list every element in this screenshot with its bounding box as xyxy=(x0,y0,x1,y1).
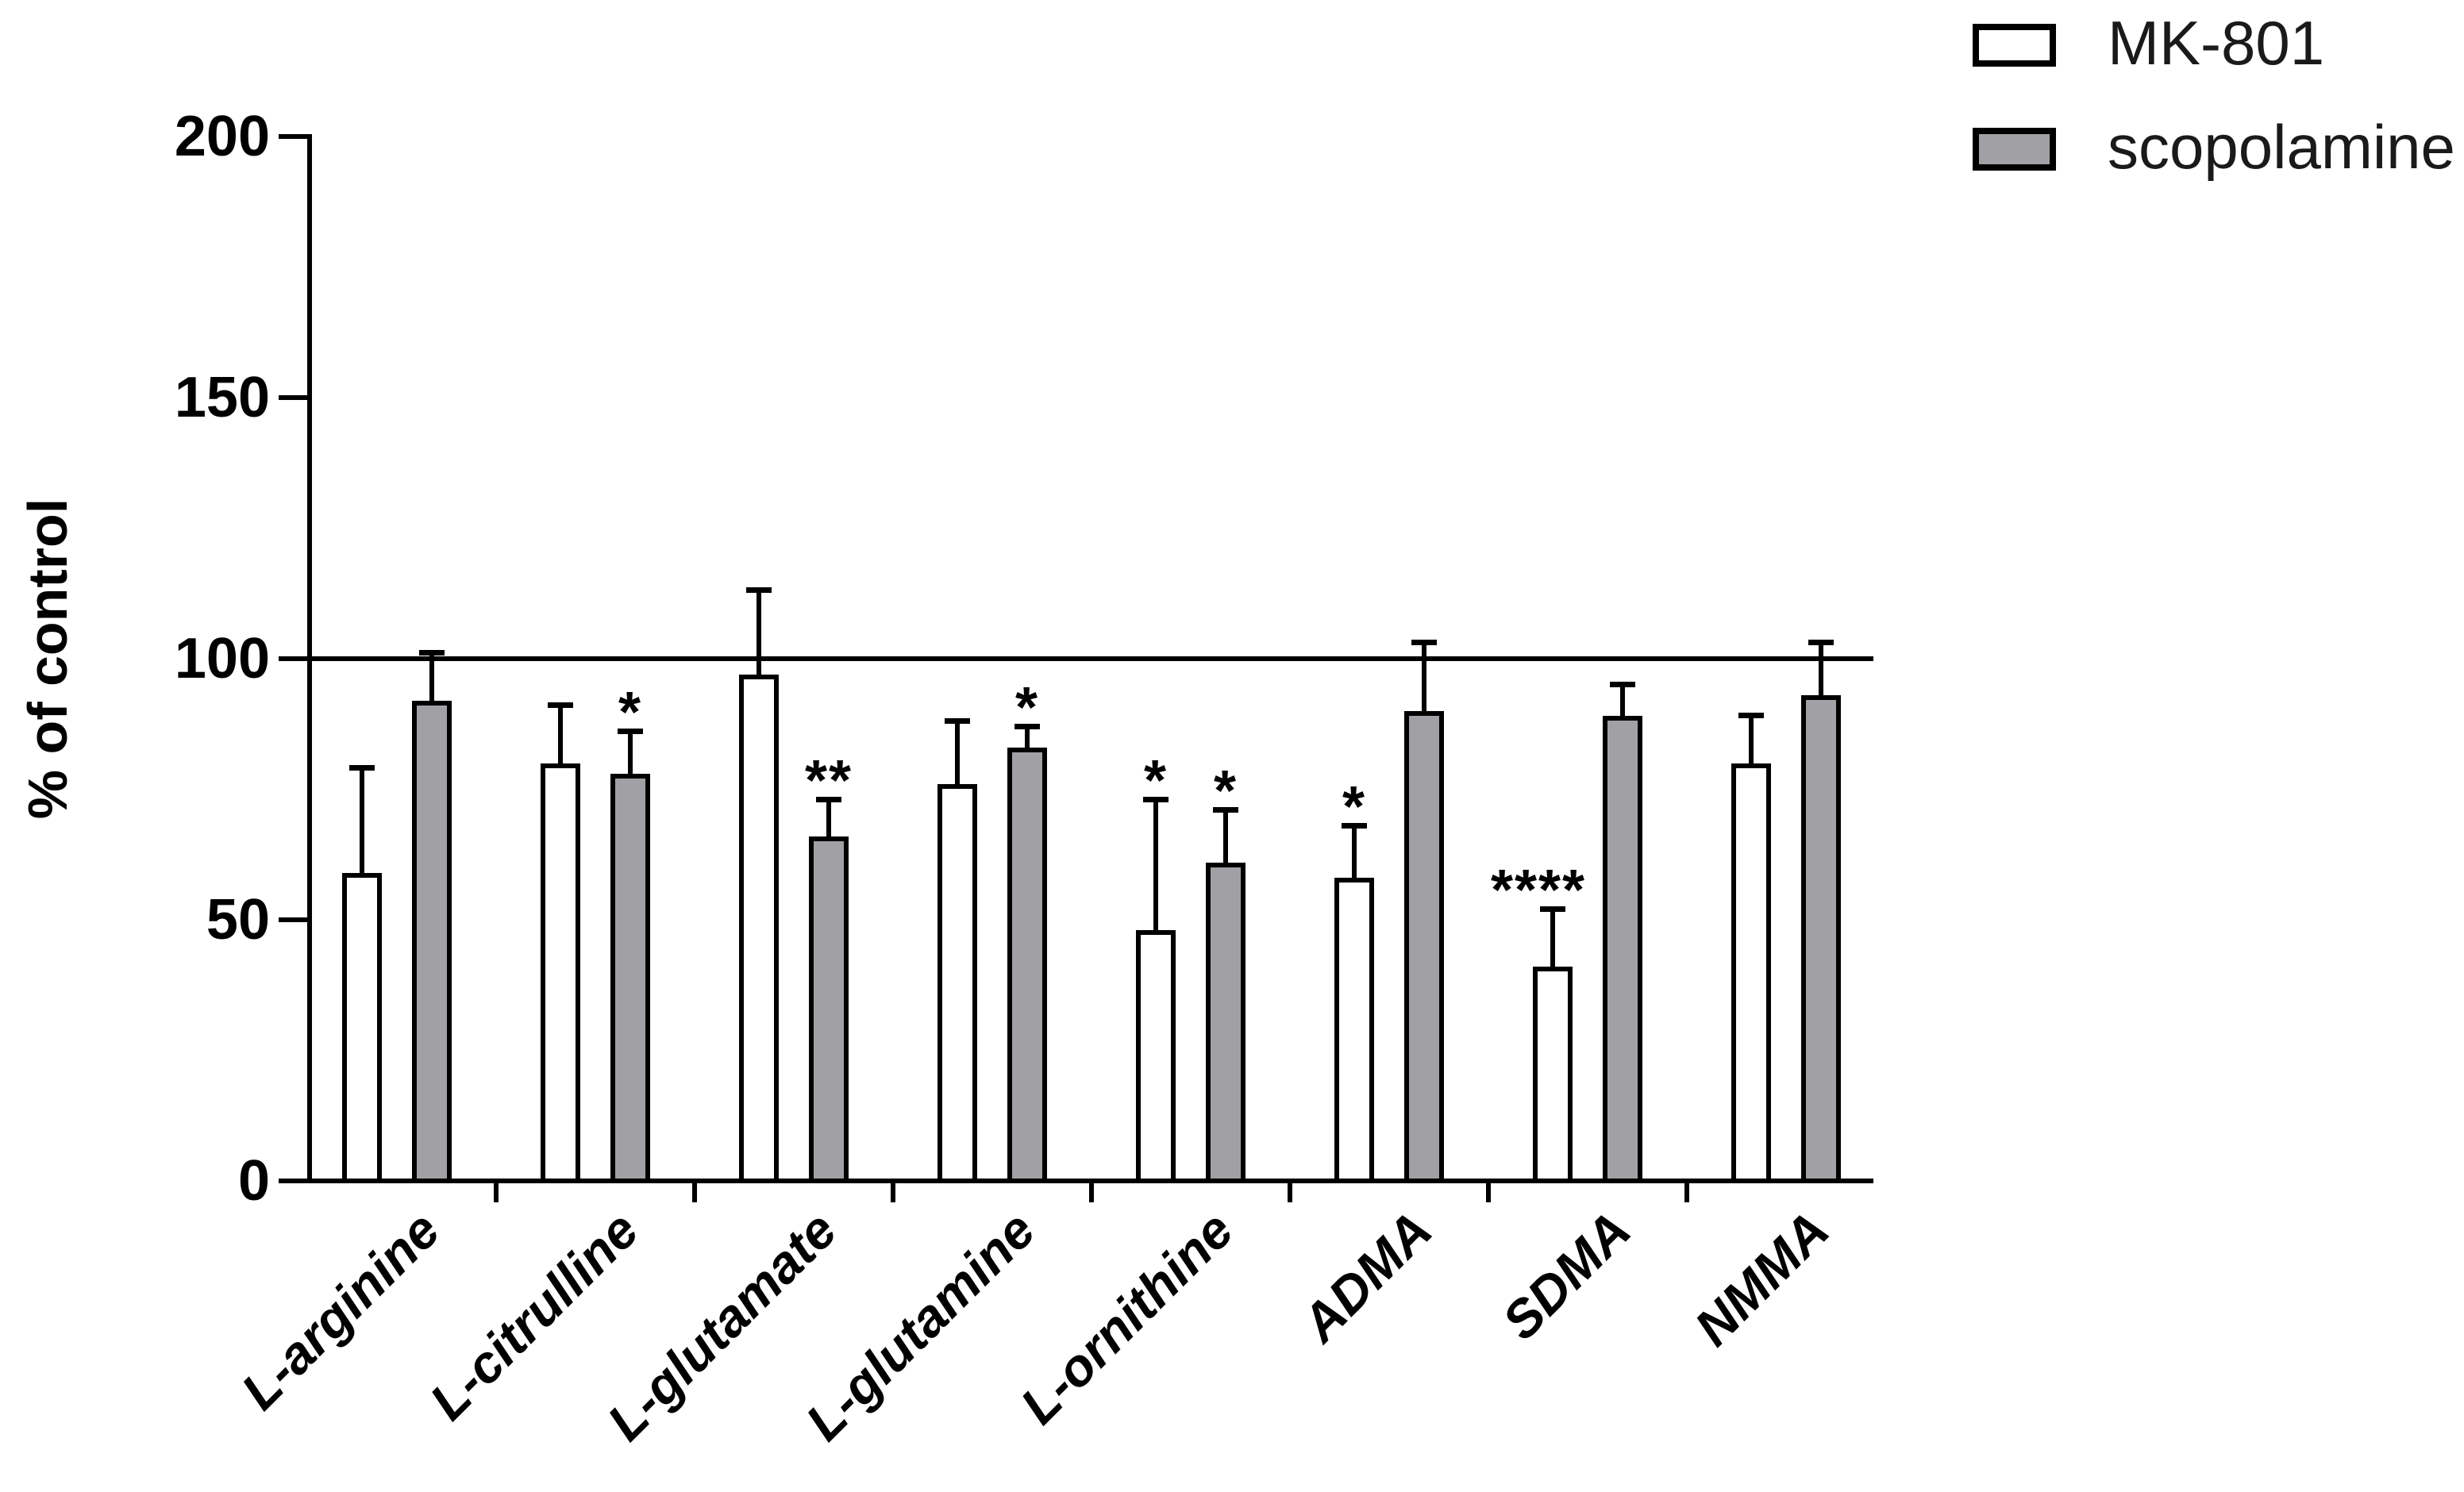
legend-swatch-mk801 xyxy=(1973,24,2056,67)
bar-mk-801-sdma xyxy=(1533,967,1573,1183)
significance-marker: * xyxy=(618,681,643,745)
bar-mk-801-l-glutamate xyxy=(739,674,779,1183)
reference-line-100 xyxy=(310,656,1873,661)
error-bar xyxy=(1749,716,1754,763)
x-axis-tick xyxy=(891,1183,895,1202)
error-bar xyxy=(1025,726,1030,748)
significance-marker: * xyxy=(1213,759,1238,823)
error-bar-cap xyxy=(1342,822,1367,829)
error-bar-cap xyxy=(746,587,772,594)
bar-mk-801-nmma xyxy=(1731,763,1771,1183)
y-tick-label: 0 xyxy=(237,1149,270,1213)
y-axis-tick xyxy=(279,1179,307,1183)
error-bar xyxy=(1153,799,1158,931)
error-bar-cap xyxy=(816,796,841,802)
error-bar xyxy=(955,721,960,784)
legend-swatch-scopolamine xyxy=(1973,128,2056,171)
bar-mk-801-l-glutamine xyxy=(937,783,977,1183)
significance-marker: **** xyxy=(1490,858,1587,922)
x-axis-tick xyxy=(1089,1183,1094,1202)
y-axis-line xyxy=(307,134,312,1183)
significance-marker: * xyxy=(1014,675,1040,740)
error-bar xyxy=(558,706,563,763)
y-axis-tick xyxy=(279,917,307,922)
legend-label-scopolamine: scopolamine xyxy=(2108,111,2455,182)
y-tick-label: 150 xyxy=(174,366,270,429)
bar-mk-801-l-citrulline xyxy=(541,763,580,1183)
x-axis-tick xyxy=(494,1183,499,1202)
x-category-label: SDMA xyxy=(1490,1200,1642,1351)
bar-mk-801-l-ornithine xyxy=(1136,930,1176,1183)
error-bar xyxy=(1819,643,1823,696)
y-tick-label: 100 xyxy=(174,627,270,690)
error-bar-cap xyxy=(1411,640,1437,646)
legend-label-mk801: MK-801 xyxy=(2108,7,2325,78)
x-category-label: NMMA xyxy=(1683,1200,1840,1357)
y-axis-tick xyxy=(279,656,307,661)
error-bar xyxy=(1620,684,1625,717)
error-bar-cap xyxy=(945,717,970,724)
error-bar xyxy=(1422,643,1426,711)
error-bar-cap xyxy=(1540,906,1565,912)
x-category-label: L-arginine xyxy=(229,1200,451,1421)
y-tick-label: 50 xyxy=(206,888,270,952)
error-bar xyxy=(1223,809,1228,863)
error-bar-cap xyxy=(1213,806,1238,813)
significance-marker: ** xyxy=(804,748,853,813)
bar-scopolamine-sdma xyxy=(1603,716,1642,1183)
bar-mk-801-adma xyxy=(1334,878,1374,1183)
significance-marker: * xyxy=(1143,748,1168,813)
y-axis-tick xyxy=(279,134,307,139)
y-tick-label: 200 xyxy=(174,105,270,168)
error-bar-cap xyxy=(1143,796,1168,802)
error-bar-cap xyxy=(1808,640,1834,646)
error-bar-cap xyxy=(548,702,573,709)
bar-scopolamine-nmma xyxy=(1801,695,1841,1183)
x-category-label: L-ornithine xyxy=(1009,1200,1245,1436)
error-bar-cap xyxy=(349,765,375,771)
error-bar xyxy=(757,590,761,675)
significance-marker: * xyxy=(1342,775,1367,839)
error-bar-cap xyxy=(1014,723,1040,729)
bar-scopolamine-l-ornithine xyxy=(1206,862,1245,1183)
error-bar xyxy=(429,653,434,701)
bar-scopolamine-l-glutamate xyxy=(809,836,849,1183)
error-bar xyxy=(628,732,633,774)
x-axis-tick xyxy=(1288,1183,1292,1202)
x-axis-tick xyxy=(692,1183,697,1202)
error-bar xyxy=(1550,909,1555,967)
error-bar xyxy=(1352,825,1357,879)
bar-scopolamine-l-citrulline xyxy=(610,773,650,1183)
x-axis-tick xyxy=(1684,1183,1689,1202)
error-bar-cap xyxy=(1610,681,1635,687)
bar-scopolamine-l-glutamine xyxy=(1007,747,1047,1183)
y-axis-title: % of control xyxy=(17,498,79,820)
error-bar xyxy=(360,768,364,873)
y-axis-tick xyxy=(279,395,307,400)
error-bar-cap xyxy=(1738,713,1764,719)
x-axis-line xyxy=(307,1179,1873,1183)
error-bar-cap xyxy=(419,650,445,656)
error-bar xyxy=(826,799,831,836)
error-bar-cap xyxy=(618,729,643,735)
bar-scopolamine-l-arginine xyxy=(412,700,452,1183)
bar-scopolamine-adma xyxy=(1404,710,1444,1183)
x-axis-tick xyxy=(1486,1183,1491,1202)
x-category-label: ADMA xyxy=(1290,1200,1443,1353)
bar-mk-801-l-arginine xyxy=(342,872,382,1183)
